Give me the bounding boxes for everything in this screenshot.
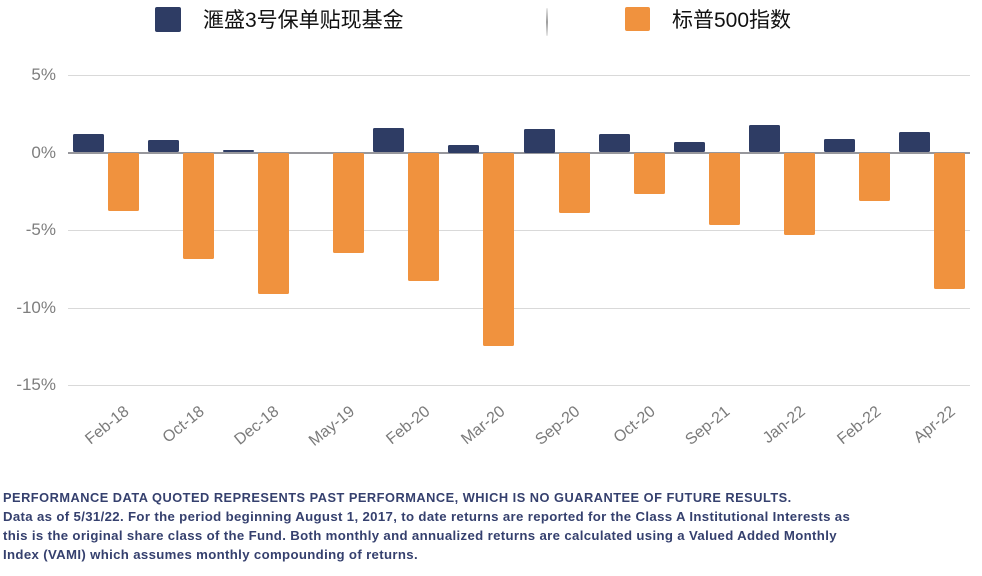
x-axis-tick-label: Sep-21 [682,403,734,449]
bar-sp500 [483,152,515,347]
disclaimer-line-4: Index (VAMI) which assumes monthly compo… [3,547,418,562]
bar-fund [72,133,104,153]
y-axis-tick-label: 0% [31,142,56,162]
bar-sp500 [859,152,891,201]
x-axis-tick-label: Sep-20 [532,403,584,449]
x-axis-tick-label: Mar-20 [458,403,509,449]
legend-divider [546,8,548,36]
x-axis-tick-label: Oct-18 [159,403,208,447]
gridline [68,75,970,76]
legend-item-fund: 滙盛3号保单贴现基金 [155,0,404,38]
x-axis-tick-label: Feb-22 [833,403,884,449]
legend-label-fund: 滙盛3号保单贴现基金 [203,9,404,32]
bar-fund [222,150,254,153]
bar-fund [598,133,630,153]
y-axis-tick-label: 5% [31,65,56,84]
sp500-swatch-icon [625,7,650,31]
bar-chart: 5% 0% -5% -10% -15% Feb-18 Oct-18 Dec-18 May-19 F… [16,65,970,450]
legend-item-sp500: 标普500指数 [625,0,791,38]
bar-sp500 [558,152,590,213]
bar-sp500 [934,152,966,289]
y-axis-tick-label: -10% [16,297,56,317]
bar-fund [147,140,179,153]
bar-fund [749,124,781,153]
x-axis-tick-label: Oct-20 [610,403,659,447]
bar-fund [448,144,480,153]
y-axis-tick-label: -15% [16,375,56,394]
bar-fund [373,127,405,153]
bar-sp500 [408,152,440,282]
gridline [68,307,970,309]
bar-fund [673,141,705,153]
disclaimer-line-3: this is the original share class of the … [3,528,837,543]
x-axis-tick-label: Feb-20 [382,403,433,449]
fund-swatch-icon [155,6,181,32]
bar-sp500 [633,152,665,195]
bar-sp500 [257,152,289,294]
zero-axis-line [68,151,970,154]
x-axis-tick-label: Feb-18 [82,403,133,449]
bar-sp500 [333,152,365,254]
bar-sp500 [182,152,214,260]
disclaimer-line-2: Data as of 5/31/22. For the period begin… [3,509,851,524]
x-axis-tick-label: Jan-22 [760,403,809,447]
bar-fund [899,132,931,153]
bar-sp500 [784,152,816,235]
gridline [68,230,970,231]
legend-label-sp500: 标普500指数 [672,9,792,32]
y-axis-tick-label: -5% [25,220,56,239]
gridline [68,385,970,386]
x-axis-tick-label: May-19 [305,403,358,450]
bar-sp500 [107,152,139,212]
x-axis-tick-label: Apr-22 [911,403,960,447]
x-axis-tick-label: Dec-18 [231,403,283,449]
bar-fund [523,129,555,153]
disclaimer: PERFORMANCE DATA QUOTED REPRESENTS PAST … [3,488,979,564]
bar-fund [824,138,856,153]
disclaimer-line-1: PERFORMANCE DATA QUOTED REPRESENTS PAST … [3,490,792,505]
bar-sp500 [708,152,740,226]
